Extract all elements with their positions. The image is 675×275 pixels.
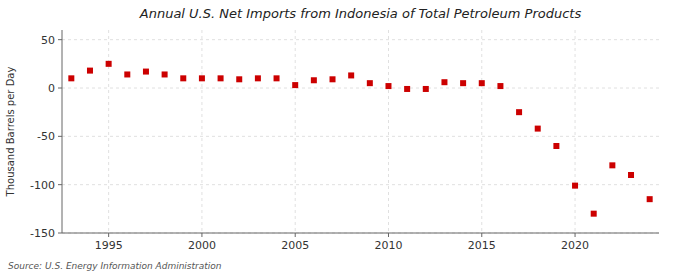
grid-line-x xyxy=(201,30,202,233)
point xyxy=(199,75,205,81)
grid-line-y xyxy=(62,184,659,185)
point xyxy=(479,80,485,86)
points xyxy=(68,61,652,217)
point xyxy=(348,72,354,78)
x-tick xyxy=(201,233,202,237)
point xyxy=(274,75,280,81)
x-tick xyxy=(388,233,389,237)
point xyxy=(609,162,615,168)
point xyxy=(516,109,522,115)
y-tick-label: 0 xyxy=(48,82,55,95)
grid-line-x xyxy=(575,30,576,233)
point xyxy=(647,196,653,202)
y-tick xyxy=(58,88,62,89)
y-tick xyxy=(58,39,62,40)
point xyxy=(106,61,112,67)
grid-line-x xyxy=(295,30,296,233)
x-tick xyxy=(481,233,482,237)
x-tick-label: 1995 xyxy=(95,239,123,252)
point xyxy=(553,143,559,149)
point xyxy=(180,75,186,81)
x-axis-line xyxy=(62,233,659,234)
source-note: Source: U.S. Energy Information Administ… xyxy=(8,261,222,271)
chart-container: -150 -100 -50 0 50 1995 2000 2005 2010 2015 2020 An… xyxy=(0,0,675,275)
y-tick-label: -150 xyxy=(30,227,55,240)
point xyxy=(292,82,298,88)
title: Annual U.S. Net Imports from Indonesia o… xyxy=(139,6,582,21)
point xyxy=(124,71,130,77)
x-tick-label: 2010 xyxy=(374,239,402,252)
x-tick-label: 2005 xyxy=(281,239,309,252)
point xyxy=(497,83,503,89)
point xyxy=(143,69,149,75)
y-axis-line xyxy=(62,30,63,233)
y-tick xyxy=(58,184,62,185)
grid-line-y xyxy=(62,136,659,137)
x-tick-label: 2020 xyxy=(561,239,589,252)
point xyxy=(423,86,429,92)
x-tick xyxy=(108,233,109,237)
grid-line-y xyxy=(62,39,659,40)
point xyxy=(162,71,168,77)
point xyxy=(68,75,74,81)
x-tick-label: 2000 xyxy=(188,239,216,252)
y-tick xyxy=(58,136,62,137)
y-tick-label: -100 xyxy=(30,179,55,192)
x-tick xyxy=(295,233,296,237)
y-tick xyxy=(58,233,62,234)
grid-line-y xyxy=(62,88,659,89)
chart: -150 -100 -50 0 50 1995 2000 2005 2010 2015 2020 An… xyxy=(0,0,675,275)
point xyxy=(236,76,242,82)
grid-line-x xyxy=(481,30,482,233)
point xyxy=(330,76,336,82)
grid-line-x xyxy=(388,30,389,233)
point xyxy=(591,211,597,217)
point xyxy=(255,75,261,81)
point xyxy=(535,126,541,132)
grid xyxy=(62,30,659,233)
grid-line-y xyxy=(62,233,659,234)
point xyxy=(572,183,578,189)
x-tick xyxy=(575,233,576,237)
point xyxy=(441,79,447,85)
point xyxy=(367,80,373,86)
point xyxy=(404,86,410,92)
point xyxy=(460,80,466,86)
grid-line-x xyxy=(108,30,109,233)
point xyxy=(87,68,93,74)
y-tick-label: -50 xyxy=(37,130,55,143)
point xyxy=(311,77,317,83)
y-tick-label: 50 xyxy=(41,34,55,47)
point xyxy=(218,75,224,81)
point xyxy=(385,83,391,89)
point xyxy=(628,172,634,178)
y-axis-label: Thousand Barrels per Day xyxy=(5,67,16,198)
x-tick-label: 2015 xyxy=(468,239,496,252)
